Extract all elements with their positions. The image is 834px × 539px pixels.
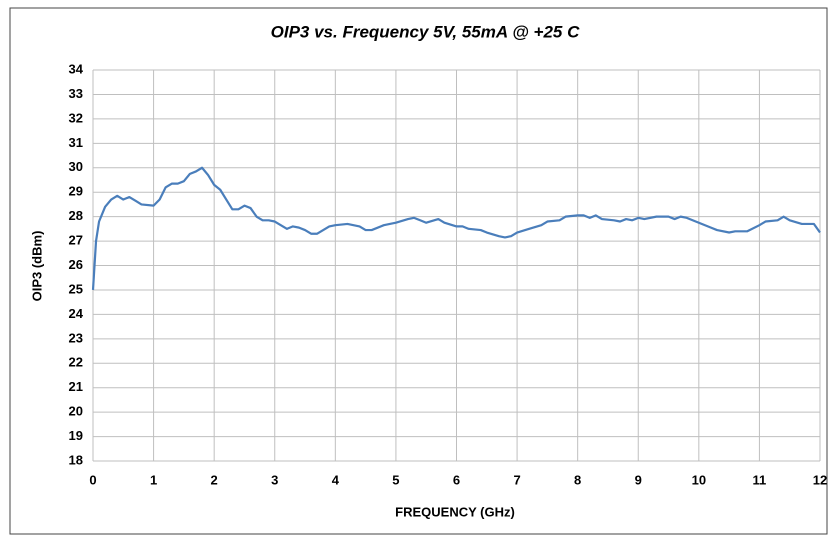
y-tick-label: 31 xyxy=(69,135,83,150)
y-tick-label: 26 xyxy=(69,257,83,272)
x-tick-label: 1 xyxy=(150,472,157,487)
y-tick-label: 30 xyxy=(69,159,83,174)
y-tick-label: 32 xyxy=(69,110,83,125)
x-tick-label: 5 xyxy=(392,472,399,487)
y-tick-label: 28 xyxy=(69,208,83,223)
y-tick-label: 34 xyxy=(69,61,84,76)
x-tick-label: 11 xyxy=(753,472,767,487)
y-tick-label: 27 xyxy=(69,233,83,248)
x-tick-label: 8 xyxy=(574,472,581,487)
y-tick-label: 25 xyxy=(69,281,83,296)
chart-title: OIP3 vs. Frequency 5V, 55mA @ +25 C xyxy=(271,22,580,41)
x-tick-label: 10 xyxy=(692,472,706,487)
x-tick-label: 3 xyxy=(271,472,278,487)
x-tick-label: 6 xyxy=(453,472,460,487)
y-tick-label: 29 xyxy=(69,184,83,199)
y-tick-label: 20 xyxy=(69,404,83,419)
x-tick-label: 12 xyxy=(813,472,827,487)
y-tick-label: 22 xyxy=(69,355,83,370)
y-axis-label: OIP3 (dBm) xyxy=(29,231,44,302)
x-axis-label: FREQUENCY (GHz) xyxy=(395,504,515,519)
y-tick-label: 21 xyxy=(69,379,83,394)
y-tick-label: 33 xyxy=(69,86,83,101)
y-tick-label: 24 xyxy=(69,306,84,321)
y-tick-label: 19 xyxy=(69,428,83,443)
x-tick-label: 4 xyxy=(332,472,340,487)
x-tick-label: 0 xyxy=(89,472,96,487)
x-tick-label: 7 xyxy=(513,472,520,487)
x-tick-label: 9 xyxy=(635,472,642,487)
y-tick-label: 18 xyxy=(69,452,83,467)
y-tick-label: 23 xyxy=(69,330,83,345)
data-line xyxy=(91,166,821,291)
chart-frame xyxy=(9,7,828,535)
x-tick-label: 2 xyxy=(211,472,218,487)
